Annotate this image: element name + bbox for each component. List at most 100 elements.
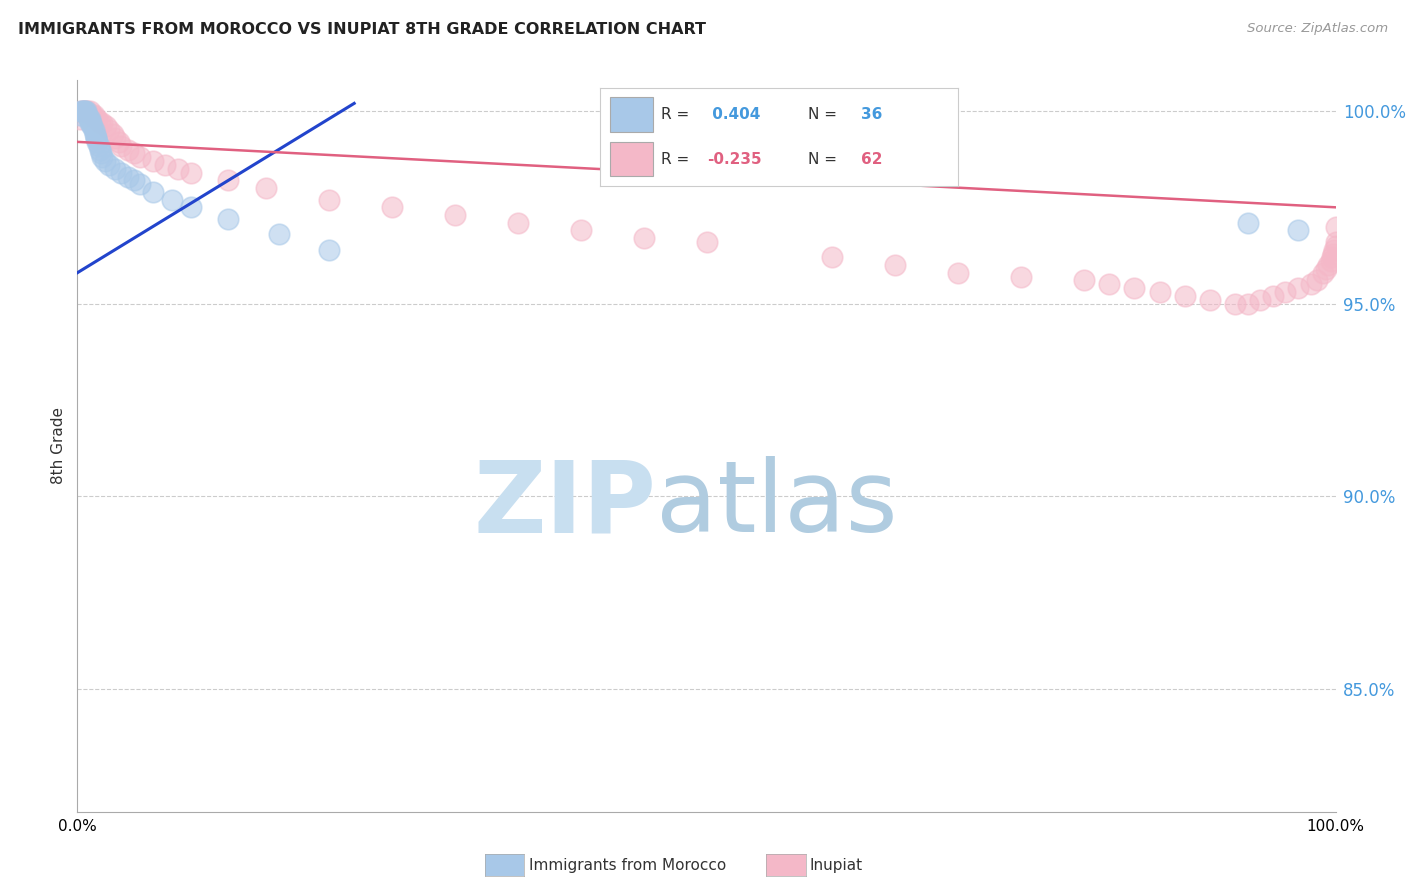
Point: [633, 231, 655, 245]
Text: IMMIGRANTS FROM MOROCCO VS INUPIAT 8TH GRADE CORRELATION CHART: IMMIGRANTS FROM MOROCCO VS INUPIAT 8TH G…: [18, 22, 706, 37]
Point: [381, 200, 404, 214]
Point: [1312, 266, 1334, 280]
Point: [1322, 246, 1344, 260]
Point: [1198, 293, 1220, 307]
Point: [89, 115, 111, 129]
Point: [1320, 251, 1343, 265]
Point: [1123, 281, 1146, 295]
Point: [79, 112, 101, 126]
Point: [110, 166, 132, 180]
Point: [254, 181, 277, 195]
Point: [1286, 223, 1309, 237]
Point: [167, 161, 190, 176]
Point: [129, 178, 152, 192]
Point: [91, 115, 114, 129]
Point: [1010, 269, 1032, 284]
Point: [217, 173, 239, 187]
Point: [80, 115, 103, 129]
Point: [821, 251, 844, 265]
Point: [72, 104, 94, 119]
Point: [1149, 285, 1171, 299]
Point: [142, 154, 165, 169]
Point: [1317, 258, 1340, 272]
Point: [79, 115, 101, 129]
Point: [83, 123, 105, 137]
Point: [96, 120, 118, 134]
Point: [1098, 277, 1121, 292]
Point: [142, 185, 165, 199]
Point: [117, 143, 139, 157]
Point: [86, 112, 108, 126]
Point: [1323, 243, 1346, 257]
Point: [73, 104, 96, 119]
Point: [110, 138, 132, 153]
Point: [155, 158, 177, 172]
Point: [129, 150, 152, 164]
Point: [104, 161, 127, 176]
Point: [97, 123, 120, 137]
Point: [1324, 235, 1347, 249]
Point: [122, 146, 145, 161]
Point: [94, 154, 117, 169]
Text: Immigrants from Morocco: Immigrants from Morocco: [529, 858, 725, 872]
Point: [1236, 216, 1258, 230]
Point: [160, 193, 183, 207]
Point: [506, 216, 529, 230]
Point: [122, 173, 145, 187]
Point: [117, 169, 139, 184]
Point: [84, 112, 107, 126]
Point: [1223, 296, 1246, 310]
Point: [101, 127, 124, 141]
Point: [84, 131, 107, 145]
Point: [1286, 281, 1309, 295]
Point: [1274, 285, 1296, 299]
Point: [84, 131, 107, 145]
Point: [1299, 277, 1322, 292]
Point: [72, 104, 94, 119]
Point: [79, 104, 101, 119]
Y-axis label: 8th Grade: 8th Grade: [51, 408, 66, 484]
Point: [104, 131, 127, 145]
Point: [1315, 261, 1337, 276]
Text: Source: ZipAtlas.com: Source: ZipAtlas.com: [1247, 22, 1388, 36]
Point: [180, 200, 202, 214]
Point: [884, 258, 907, 272]
Point: [82, 108, 104, 122]
Point: [1324, 239, 1347, 253]
Point: [70, 104, 93, 119]
Point: [180, 166, 202, 180]
Point: [217, 211, 239, 226]
Point: [77, 112, 100, 126]
Point: [1236, 296, 1258, 310]
Point: [1306, 273, 1329, 287]
Point: [86, 135, 108, 149]
Point: [75, 104, 97, 119]
Point: [444, 208, 467, 222]
Point: [267, 227, 290, 242]
Point: [87, 138, 110, 153]
Point: [72, 104, 94, 119]
Point: [91, 150, 114, 164]
Text: ZIP: ZIP: [474, 456, 657, 553]
Point: [76, 104, 98, 119]
Text: atlas: atlas: [657, 456, 898, 553]
Point: [318, 243, 340, 257]
Point: [1261, 289, 1284, 303]
Text: Inupiat: Inupiat: [810, 858, 863, 872]
Point: [83, 108, 105, 122]
Point: [69, 112, 91, 126]
Point: [569, 223, 592, 237]
Point: [1319, 254, 1341, 268]
Point: [1174, 289, 1197, 303]
Point: [73, 104, 96, 119]
Point: [948, 266, 970, 280]
Point: [97, 158, 120, 172]
Point: [696, 235, 718, 249]
Point: [76, 108, 98, 122]
Point: [90, 146, 112, 161]
Point: [108, 135, 131, 149]
Point: [70, 104, 93, 119]
Point: [69, 108, 91, 122]
Point: [82, 120, 104, 134]
Point: [318, 193, 340, 207]
